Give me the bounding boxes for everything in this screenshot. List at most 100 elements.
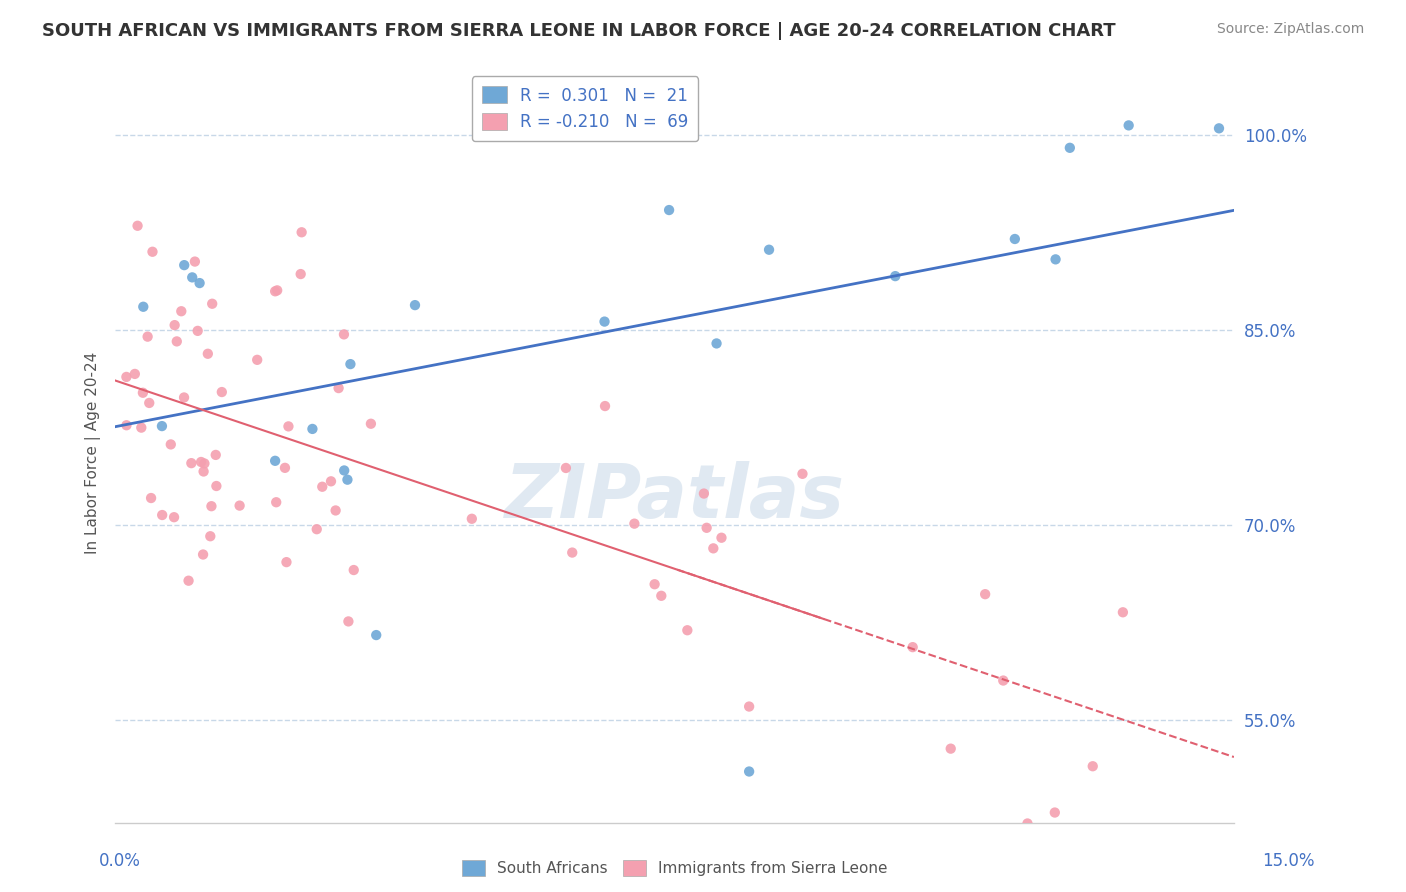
- Text: SOUTH AFRICAN VS IMMIGRANTS FROM SIERRA LEONE IN LABOR FORCE | AGE 20-24 CORRELA: SOUTH AFRICAN VS IMMIGRANTS FROM SIERRA …: [42, 22, 1116, 40]
- Point: [264, 495, 287, 509]
- Point: [132, 385, 155, 400]
- Point: [993, 673, 1015, 688]
- Point: [1017, 816, 1039, 830]
- Point: [200, 529, 222, 543]
- Point: [173, 391, 195, 405]
- Point: [1081, 759, 1104, 773]
- Point: [173, 258, 195, 272]
- Point: [333, 327, 356, 342]
- Text: 15.0%: 15.0%: [1263, 852, 1315, 870]
- Point: [166, 334, 188, 349]
- Point: [264, 454, 287, 468]
- Point: [696, 521, 718, 535]
- Point: [181, 270, 204, 285]
- Point: [184, 254, 207, 268]
- Point: [187, 324, 209, 338]
- Point: [193, 457, 215, 471]
- Point: [343, 563, 366, 577]
- Legend: R =  0.301   N =  21, R = -0.210   N =  69: R = 0.301 N = 21, R = -0.210 N = 69: [472, 77, 699, 141]
- Point: [290, 267, 312, 281]
- Point: [758, 243, 780, 257]
- Point: [228, 499, 250, 513]
- Point: [191, 548, 214, 562]
- Point: [200, 499, 222, 513]
- Text: ZIPatlas: ZIPatlas: [505, 461, 845, 534]
- Text: 0.0%: 0.0%: [98, 852, 141, 870]
- Point: [1118, 119, 1140, 133]
- Point: [159, 437, 181, 451]
- Point: [792, 467, 814, 481]
- Point: [319, 475, 342, 489]
- Point: [1004, 232, 1026, 246]
- Point: [301, 422, 323, 436]
- Point: [291, 225, 314, 239]
- Text: Source: ZipAtlas.com: Source: ZipAtlas.com: [1216, 22, 1364, 37]
- Point: [561, 545, 583, 559]
- Point: [336, 473, 359, 487]
- Point: [974, 587, 997, 601]
- Point: [311, 480, 333, 494]
- Point: [277, 419, 299, 434]
- Point: [676, 624, 699, 638]
- Point: [702, 541, 724, 556]
- Point: [190, 455, 212, 469]
- Point: [170, 304, 193, 318]
- Point: [593, 399, 616, 413]
- Point: [1059, 141, 1081, 155]
- Point: [115, 370, 138, 384]
- Point: [188, 276, 211, 290]
- Point: [328, 381, 350, 395]
- Point: [264, 285, 287, 299]
- Point: [211, 385, 233, 400]
- Point: [136, 329, 159, 343]
- Point: [115, 418, 138, 433]
- Point: [246, 352, 269, 367]
- Point: [177, 574, 200, 588]
- Y-axis label: In Labor Force | Age 20-24: In Labor Force | Age 20-24: [86, 352, 101, 554]
- Point: [738, 699, 761, 714]
- Point: [404, 298, 426, 312]
- Point: [127, 219, 149, 233]
- Point: [132, 300, 155, 314]
- Point: [193, 465, 215, 479]
- Point: [1045, 252, 1067, 267]
- Point: [266, 284, 288, 298]
- Point: [131, 420, 153, 434]
- Point: [901, 640, 924, 654]
- Point: [461, 512, 484, 526]
- Point: [738, 764, 761, 779]
- Point: [360, 417, 382, 431]
- Point: [138, 396, 160, 410]
- Point: [333, 463, 356, 477]
- Point: [339, 357, 361, 371]
- Point: [150, 419, 173, 434]
- Point: [1043, 805, 1066, 820]
- Point: [623, 516, 645, 531]
- Point: [325, 503, 347, 517]
- Point: [201, 297, 224, 311]
- Point: [644, 577, 666, 591]
- Point: [124, 367, 146, 381]
- Point: [163, 510, 186, 524]
- Point: [706, 336, 728, 351]
- Point: [658, 202, 681, 217]
- Point: [650, 589, 672, 603]
- Point: [554, 461, 576, 475]
- Point: [205, 479, 228, 493]
- Point: [366, 628, 388, 642]
- Point: [305, 522, 328, 536]
- Point: [710, 531, 733, 545]
- Point: [276, 555, 298, 569]
- Point: [593, 315, 616, 329]
- Point: [139, 491, 162, 505]
- Point: [197, 347, 219, 361]
- Point: [939, 741, 962, 756]
- Point: [150, 508, 173, 522]
- Point: [1208, 121, 1230, 136]
- Legend: South Africans, Immigrants from Sierra Leone: South Africans, Immigrants from Sierra L…: [456, 855, 894, 882]
- Point: [337, 615, 360, 629]
- Point: [180, 456, 202, 470]
- Point: [693, 486, 716, 500]
- Point: [204, 448, 226, 462]
- Point: [1112, 605, 1135, 619]
